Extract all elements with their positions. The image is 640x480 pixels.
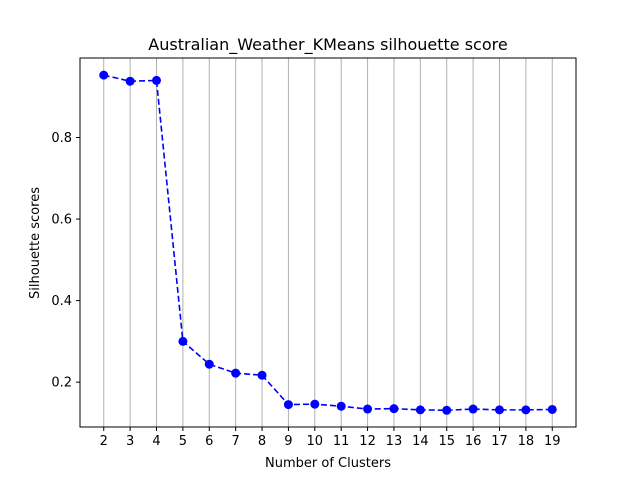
chart-title: Australian_Weather_KMeans silhouette sco… (148, 35, 507, 55)
x-axis-label: Number of Clusters (265, 456, 391, 471)
data-point (494, 405, 504, 415)
x-tick-label: 14 (412, 434, 429, 449)
x-tick-label: 16 (465, 434, 482, 449)
axis-ticks: 2 3 4 5 6 7 8 9 10 11 12 13 14 15 16 17 18 19 0.2 0.4 0.6 0.8 (51, 131, 560, 449)
data-point (468, 404, 478, 414)
x-tick-label: 12 (359, 434, 376, 449)
y-tick-label: 0.2 (51, 376, 72, 391)
data-point (257, 370, 267, 380)
x-tick-label: 10 (307, 434, 324, 449)
data-point (204, 359, 214, 369)
data-point (521, 405, 531, 415)
data-point (231, 368, 241, 378)
x-tick-label: 11 (333, 434, 350, 449)
x-tick-label: 2 (100, 434, 108, 449)
y-tick-label: 0.4 (51, 294, 72, 309)
grid (103, 58, 553, 427)
x-tick-label: 5 (179, 434, 187, 449)
y-axis-label: Silhouette scores (28, 187, 43, 299)
data-point (99, 70, 109, 80)
data-point (283, 400, 293, 410)
x-tick-label: 15 (438, 434, 455, 449)
data-point (125, 76, 135, 86)
y-tick-label: 0.8 (51, 131, 72, 146)
x-tick-label: 19 (544, 434, 561, 449)
data-point (389, 404, 399, 414)
plot-frame (79, 57, 577, 428)
data-point (547, 404, 557, 414)
x-tick-label: 8 (258, 434, 266, 449)
x-tick-label: 7 (232, 434, 240, 449)
data-point (442, 405, 452, 415)
data-point (152, 75, 162, 85)
data-point (363, 404, 373, 414)
x-tick-label: 3 (126, 434, 134, 449)
data-point (336, 401, 346, 411)
data-point (178, 336, 188, 346)
x-tick-label: 6 (205, 434, 213, 449)
x-tick-label: 13 (386, 434, 403, 449)
x-tick-label: 18 (518, 434, 535, 449)
x-tick-label: 4 (152, 434, 160, 449)
x-tick-label: 9 (284, 434, 292, 449)
x-tick-label: 17 (491, 434, 508, 449)
series-layer (99, 70, 557, 415)
data-point (310, 399, 320, 409)
data-point (415, 405, 425, 415)
y-tick-label: 0.6 (51, 213, 72, 228)
